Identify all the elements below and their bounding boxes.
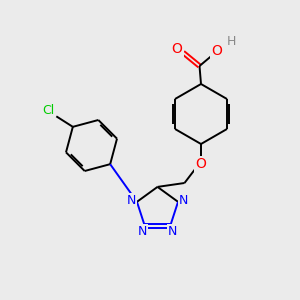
Text: N: N (126, 194, 136, 207)
Text: H: H (226, 35, 236, 49)
Text: O: O (212, 44, 222, 58)
Text: Cl: Cl (42, 104, 54, 117)
Text: N: N (168, 225, 177, 238)
Text: N: N (179, 194, 188, 207)
Text: O: O (196, 158, 206, 171)
Text: N: N (138, 225, 147, 238)
Text: O: O (172, 42, 182, 56)
